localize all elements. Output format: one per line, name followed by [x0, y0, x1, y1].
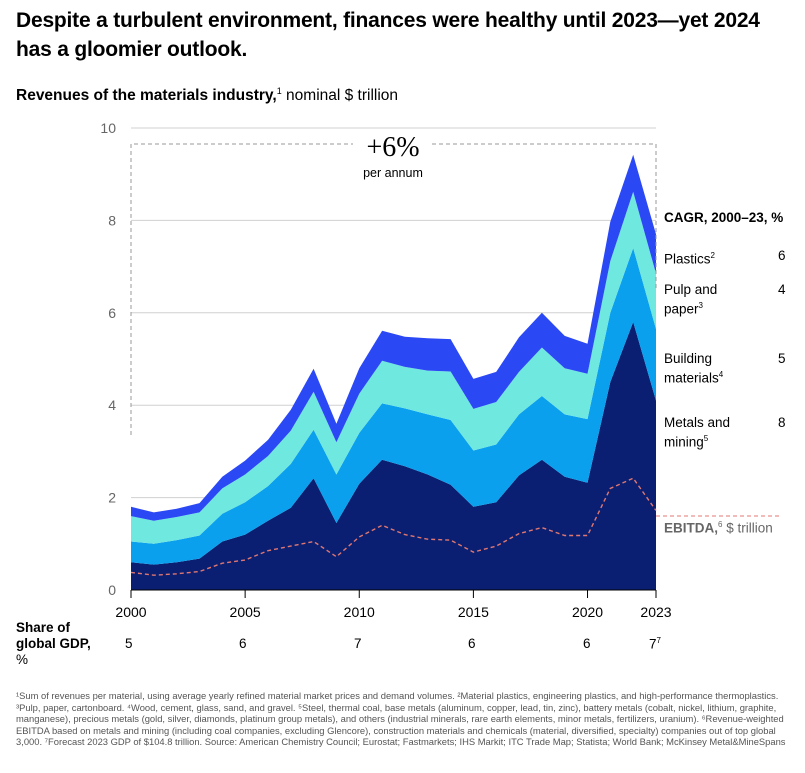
- y-tick-label: 2: [108, 490, 116, 506]
- gdp-value-2020: 6: [583, 636, 591, 651]
- y-tick-label: 10: [100, 120, 116, 136]
- legend-sup-metals-and-mining: 5: [703, 434, 709, 443]
- legend-value-building-materials: 5: [778, 351, 786, 366]
- gdp-value-text: 6: [468, 636, 476, 651]
- gdp-value-text: 6: [239, 636, 247, 651]
- legend-label-pulp-and-paper: Pulp and paper3: [664, 282, 754, 318]
- gdp-value-2015: 6: [468, 636, 476, 651]
- legend-label-building-materials: Building materials4: [664, 351, 754, 387]
- ebitda-line: [130, 477, 657, 576]
- gdp-value-text: 7: [649, 636, 657, 652]
- gdp-value-sup: 7: [656, 636, 661, 645]
- gdp-share-label: Share of global GDP,: [16, 620, 91, 651]
- gdp-value-text: 7: [354, 636, 362, 651]
- legend-value-plastics: 6: [778, 248, 786, 263]
- headline: Despite a turbulent environment, finance…: [16, 9, 760, 61]
- legend-sup-building-materials: 4: [718, 370, 724, 379]
- legend-sup-plastics: 2: [710, 251, 715, 260]
- ebitda-label: EBITDA,6 $ trillion: [664, 520, 773, 536]
- legend-title: CAGR, 2000–23, %: [664, 210, 784, 225]
- subtitle-footnote: 1: [276, 86, 282, 96]
- area-metals-and-mining: [131, 322, 656, 590]
- subtitle-bold: Revenues of the materials industry,: [16, 87, 277, 105]
- y-tick-label: 8: [108, 212, 116, 228]
- gdp-value-2005: 6: [239, 636, 247, 651]
- x-tick-label: 2020: [572, 604, 603, 620]
- legend-sup-pulp-and-paper: 3: [698, 301, 703, 310]
- gdp-value-2023: 77: [649, 636, 661, 652]
- legend-value-pulp-and-paper: 4: [778, 282, 786, 297]
- legend-text-building-materials: Building materials: [664, 351, 719, 386]
- legend-value-metals-and-mining: 8: [778, 415, 786, 430]
- y-tick-label: 0: [108, 582, 116, 598]
- gdp-value-2010: 7: [354, 636, 362, 651]
- legend-text-metals-and-mining: Metals and mining: [664, 415, 731, 450]
- cagr-bracket-right: [432, 143, 657, 290]
- cagr-label: per annum: [363, 166, 423, 180]
- cagr-value: +6%: [366, 132, 419, 163]
- ebitda-label-sup: 6: [718, 520, 723, 529]
- y-tick-label: 6: [108, 305, 116, 321]
- x-tick-label: 2015: [458, 604, 489, 620]
- legend-label-metals-and-mining: Metals and mining5: [664, 415, 754, 451]
- ebitda-label-unit: $ trillion: [722, 520, 773, 536]
- legend-text-plastics: Plastics: [664, 251, 711, 267]
- legend-text-pulp-and-paper: Pulp and paper: [664, 282, 718, 317]
- area-pulp-and-paper: [131, 191, 656, 544]
- area-plastics: [131, 154, 656, 521]
- subtitle-unit: nominal $ trillion: [281, 87, 399, 105]
- cagr-bracket-left: [130, 143, 353, 435]
- y-tick-label: 4: [108, 397, 116, 413]
- gdp-value-text: 6: [583, 636, 591, 651]
- ebitda-label-bold: EBITDA,: [664, 520, 718, 536]
- gdp-share-unit: %: [16, 652, 29, 667]
- legend-label-plastics: Plastics2: [664, 248, 754, 268]
- x-tick-label: 2010: [344, 604, 375, 620]
- x-tick-label: 2023: [640, 604, 671, 620]
- x-tick-label: 2005: [230, 604, 261, 620]
- x-tick-label: 2000: [115, 604, 146, 620]
- gdp-value-text: 5: [125, 636, 133, 651]
- footnotes: ¹Sum of revenues per material, using ave…: [16, 690, 786, 748]
- chart-subtitle: Revenues of the materials industry,1 nom…: [16, 86, 398, 105]
- gdp-value-2000: 5: [125, 636, 133, 651]
- area-building-materials: [131, 248, 656, 565]
